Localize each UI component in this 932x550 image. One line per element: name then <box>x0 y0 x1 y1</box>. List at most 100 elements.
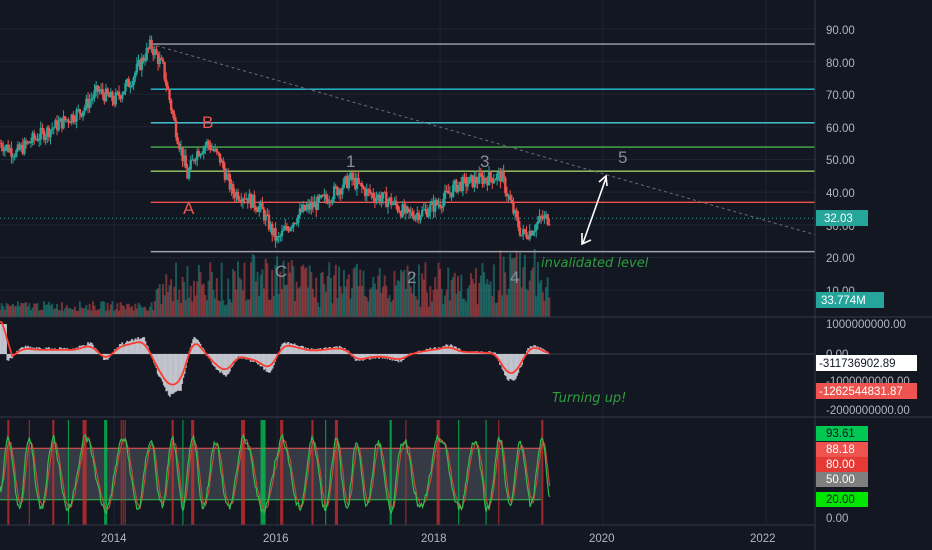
macd-hist-bar <box>41 349 44 354</box>
macd-hist-bar <box>303 348 306 354</box>
volume-bar <box>135 308 138 317</box>
candle-body <box>445 190 448 192</box>
macd-hist-bar <box>33 347 36 354</box>
volume-bar <box>47 301 50 317</box>
target-arrow[interactable] <box>581 174 608 246</box>
macd-hist-bar <box>167 354 170 396</box>
volume-bar <box>192 280 195 317</box>
macd-hist-bar <box>440 347 443 354</box>
macd-hist-bar <box>93 347 96 354</box>
volume-bar <box>132 310 135 317</box>
macd-hist-bar <box>506 354 509 380</box>
candle-body <box>531 232 535 236</box>
last-price-tag <box>816 210 868 226</box>
volume-bar <box>355 263 358 317</box>
macd-hist-bar <box>275 354 278 358</box>
candle-body <box>464 177 468 187</box>
macd-hist-bar <box>211 354 214 365</box>
macd-hist-bar <box>296 345 298 354</box>
signal-value-tag <box>816 383 917 399</box>
volume-bar <box>369 289 372 317</box>
price-axis[interactable]: 90.00 80.00 70.00 60.00 50.00 40.00 30.0… <box>826 25 855 298</box>
macd-hist-bar <box>172 354 175 394</box>
candle-body <box>223 168 227 180</box>
candle-body <box>29 142 33 144</box>
wave-label-1: 1 <box>346 152 355 171</box>
volume-bar <box>336 298 339 317</box>
volume-bar <box>338 266 341 317</box>
candle-body <box>539 216 543 218</box>
macd-hist-bar <box>254 354 257 362</box>
macd-hist-bar <box>118 344 121 354</box>
candle-body <box>282 229 285 231</box>
candle-body <box>390 197 393 206</box>
candle-body <box>26 141 29 144</box>
volume-bar <box>440 288 443 317</box>
macd-hist-bar <box>309 349 312 354</box>
candle-body <box>461 176 465 191</box>
candle-body <box>142 57 145 62</box>
candle-body <box>54 120 57 128</box>
macd-hist-bar <box>545 352 548 354</box>
turning-up-note: Turning up! <box>552 391 626 406</box>
macd-hist-bar <box>76 347 78 354</box>
volume-bar <box>518 252 521 317</box>
volume-bar <box>514 257 517 317</box>
macd-hist-bar <box>387 354 390 358</box>
volume-bar <box>300 266 303 317</box>
volume-bar <box>13 306 16 317</box>
volume-bar <box>382 286 385 317</box>
candle-body <box>240 200 243 202</box>
candle-body <box>77 109 80 111</box>
volume-bar <box>145 309 148 317</box>
macd-hist-bar <box>221 354 224 374</box>
macd-hist-bar <box>330 348 333 354</box>
candle-body <box>112 101 116 105</box>
volume-bar <box>481 263 484 317</box>
volume-bar <box>308 265 311 317</box>
volume-bar <box>532 267 535 317</box>
stoch-k-line <box>0 433 551 515</box>
macd-hist-bar <box>459 350 462 354</box>
volume-bar <box>470 273 473 317</box>
macd-hist-bar <box>128 341 131 354</box>
volume-bar <box>178 289 181 317</box>
volume-bar <box>424 262 427 317</box>
volume-bar <box>408 270 411 317</box>
last-price-value: 32.03 <box>824 213 853 225</box>
volume-bar <box>318 306 321 317</box>
macd-hist-bar <box>61 349 64 354</box>
candle-body <box>191 159 194 161</box>
time-axis[interactable]: 2014 2016 2018 2020 2022 <box>101 533 776 545</box>
macd-hist-bar <box>68 349 71 354</box>
volume-bar <box>290 260 293 317</box>
volume-bar <box>173 286 176 317</box>
candle-body <box>18 144 21 150</box>
volume-bar <box>326 275 329 317</box>
macd-hist-bar <box>154 354 157 366</box>
candle-body <box>336 186 339 196</box>
macd-hist-bar <box>3 324 6 354</box>
macd-hist-bar <box>177 354 180 391</box>
macd-hist-bar <box>385 354 388 358</box>
macd-hist-bar <box>435 349 438 354</box>
candle-body <box>478 173 481 184</box>
volume-bar <box>31 307 34 317</box>
macd-hist-bar <box>164 354 166 388</box>
candle-body <box>442 199 445 208</box>
time-tick: 2016 <box>263 533 289 545</box>
candle-body <box>42 130 46 140</box>
volume-bar <box>170 279 173 317</box>
candle-body <box>220 160 223 163</box>
macd-hist-bar <box>90 342 93 354</box>
macd-hist-bar <box>468 352 471 354</box>
volume-bar <box>176 299 179 317</box>
macd-hist-bar <box>228 354 231 372</box>
macd-hist-bar <box>345 349 347 354</box>
candle-body <box>121 94 124 99</box>
candle-body <box>517 217 520 228</box>
candle-body <box>134 72 137 78</box>
macd-hist-bar <box>247 354 250 359</box>
volume-bar <box>5 303 8 317</box>
